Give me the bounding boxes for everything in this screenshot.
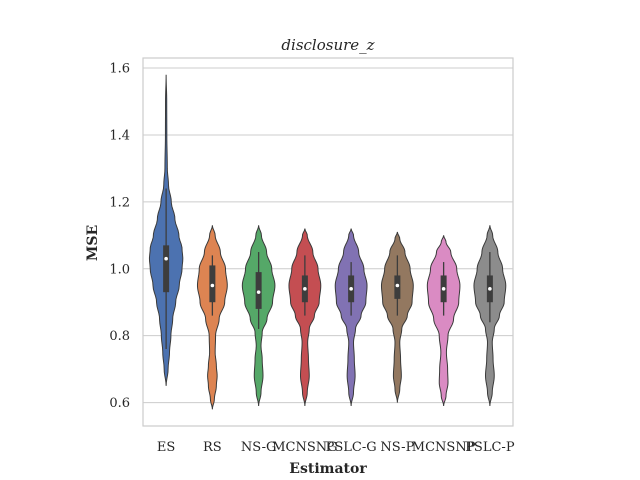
grid-layer — [143, 67, 513, 404]
violin-median — [256, 290, 261, 294]
violin-layer — [148, 74, 507, 410]
violin-body — [196, 225, 228, 410]
x-tick-label: ES — [157, 440, 175, 455]
violin-iqr-box — [163, 245, 170, 293]
y-tick-label: 1.4 — [109, 128, 130, 143]
x-tick-label: PSLC-P — [465, 440, 515, 455]
y-tick-label: 1.0 — [109, 262, 130, 277]
violin-rs — [196, 225, 228, 410]
y-tick-label: 1.6 — [109, 62, 130, 77]
chart-title: disclosure_z — [281, 36, 374, 54]
violin-pslc-g — [334, 228, 368, 406]
violin-median — [488, 287, 492, 291]
violin-median — [210, 283, 215, 288]
violin-pslc-p — [473, 225, 507, 406]
violin-mcnsng — [288, 228, 322, 406]
x-tick-label: MCNSNP — [412, 440, 476, 455]
x-tick-label: RS — [203, 440, 222, 455]
violin-median — [441, 287, 446, 291]
x-tick-label: NS-G — [241, 440, 277, 455]
x-tick-label: NS-P — [380, 440, 414, 455]
y-tick-labels: 0.6 0.8 1.0 1.2 1.4 1.6 — [109, 62, 130, 412]
x-tick-label: MCNSNG — [272, 440, 337, 455]
violin-body — [380, 231, 414, 403]
x-tick-label: PSLC-G — [326, 440, 377, 455]
violin-es — [148, 74, 184, 386]
violin-median — [303, 287, 307, 291]
y-axis-title: MSE — [85, 225, 101, 261]
violin-body — [426, 235, 461, 406]
violin-mcnsnp — [426, 235, 461, 406]
violin-median — [164, 256, 168, 261]
violin-median — [349, 287, 353, 291]
violin-ns-p — [380, 231, 414, 403]
y-tick-label: 1.2 — [109, 195, 130, 210]
violin-ns-g — [241, 225, 276, 406]
y-tick-label: 0.6 — [109, 396, 130, 411]
y-tick-label: 0.8 — [109, 329, 130, 344]
violin-body — [288, 228, 322, 406]
violin-body — [334, 228, 368, 406]
plot-frame — [142, 57, 514, 427]
violin-median — [395, 283, 400, 288]
x-axis-title: Estimator — [289, 461, 367, 477]
